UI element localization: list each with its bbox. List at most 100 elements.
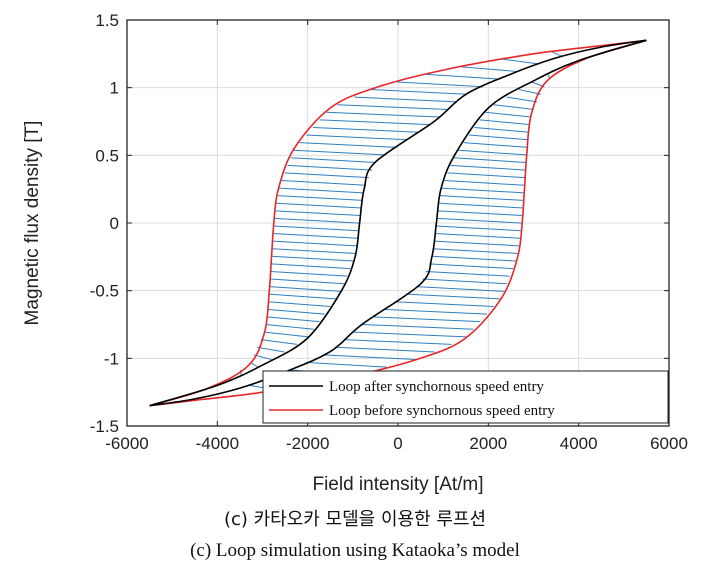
hatch-line xyxy=(435,225,522,232)
x-tick-label: -4000 xyxy=(196,434,239,453)
hatch-line xyxy=(485,111,532,118)
hatch-line xyxy=(371,89,467,95)
hatch-line xyxy=(273,233,358,239)
hatch-line xyxy=(268,301,331,307)
hatch-line xyxy=(468,134,529,141)
hatch-line xyxy=(266,316,320,323)
hatch-line xyxy=(290,157,376,164)
x-tick-label: 0 xyxy=(393,434,402,453)
hatch-line xyxy=(372,316,481,323)
hatch-line xyxy=(474,126,530,133)
hatch-line xyxy=(437,210,523,217)
hatch-line xyxy=(461,66,519,73)
hatch-line xyxy=(433,240,520,247)
x-tick-label: -2000 xyxy=(286,434,329,453)
hatch-line xyxy=(281,180,366,186)
y-tick-label: 0 xyxy=(110,214,119,233)
hatch-line xyxy=(322,354,416,361)
hatch-line xyxy=(274,217,360,224)
y-tick-label: 1 xyxy=(110,79,119,98)
hatch-line xyxy=(436,217,523,224)
hatch-line xyxy=(463,142,528,148)
hatch-line xyxy=(277,195,363,201)
hatch-line xyxy=(479,119,531,126)
x-tick-label: -6000 xyxy=(105,434,148,453)
tick-labels: -6000 -4000 -2000 0 2000 4000 6000 1.5 1 0.5 0 -0.5… xyxy=(90,11,688,453)
hatch-line xyxy=(493,104,534,110)
hatch-line xyxy=(287,164,373,171)
hatch-line xyxy=(272,248,356,254)
hatch-line xyxy=(518,89,541,95)
hatch-line xyxy=(434,233,521,239)
hatch-line xyxy=(271,263,351,270)
hatch-line xyxy=(441,187,525,194)
hatch-line xyxy=(278,187,364,194)
hatch-line xyxy=(299,142,397,148)
legend: Loop after synchornous speed entry Loop … xyxy=(262,370,669,424)
hatch-line xyxy=(352,331,467,338)
hatch-line xyxy=(270,278,345,285)
hatch-line xyxy=(306,361,387,368)
caption-korean: (c) 카타오카 모델을 이용한 루프션 xyxy=(223,509,487,530)
hatch-line xyxy=(335,346,435,353)
hatch-line xyxy=(268,293,336,300)
hatch-line xyxy=(453,157,527,164)
hatch-line xyxy=(344,339,452,345)
hatch-line xyxy=(270,270,348,277)
hatch-line xyxy=(269,286,342,292)
hatch-line xyxy=(551,51,563,57)
x-tick-label: 4000 xyxy=(560,434,598,453)
hatch-line xyxy=(271,255,354,262)
hatch-line xyxy=(426,73,500,80)
hatch-line xyxy=(273,225,359,232)
hatch-line xyxy=(276,202,362,209)
hatch-line xyxy=(275,210,361,217)
axis-ticks xyxy=(126,19,670,427)
loop-after-ascending-branch xyxy=(149,39,647,407)
hatch-line xyxy=(260,339,298,345)
loop-before-descending-branch xyxy=(149,39,647,407)
hatch-lines xyxy=(239,51,563,391)
hatch-line xyxy=(439,202,524,209)
x-tick-label: 2000 xyxy=(469,434,507,453)
hatch-line xyxy=(284,172,369,179)
hatch-line xyxy=(458,149,527,156)
hatch-line xyxy=(416,286,505,292)
y-axis-label: Magnetic flux density [T] xyxy=(22,121,43,326)
legend-entry-after: Loop after synchornous speed entry xyxy=(329,379,544,395)
y-tick-label: -1.5 xyxy=(90,417,119,436)
hatch-line xyxy=(428,263,514,270)
loop-after-descending-branch xyxy=(149,39,647,407)
hatch-line xyxy=(397,81,483,88)
x-axis-label: Field intensity [At/m] xyxy=(312,474,483,495)
hatch-line xyxy=(337,104,449,110)
hatch-line xyxy=(306,134,408,141)
hatch-line xyxy=(405,293,501,300)
y-tick-label: 1.5 xyxy=(95,11,119,30)
hatch-line xyxy=(361,324,474,330)
hatch-line xyxy=(326,111,440,118)
legend-entry-before: Loop before synchornous speed entry xyxy=(329,403,555,419)
caption-english: (c) Loop simulation using Kataoka’s mode… xyxy=(190,540,520,561)
hatch-line xyxy=(506,96,538,103)
y-tick-label: -1 xyxy=(104,349,119,368)
hatch-line xyxy=(265,324,315,330)
hatch-line xyxy=(264,331,309,338)
hatch-line xyxy=(503,58,540,65)
legend-box xyxy=(262,370,669,424)
x-tick-label: 6000 xyxy=(650,434,688,453)
hatch-line xyxy=(354,96,458,103)
hatch-line xyxy=(425,270,511,277)
hatch-line xyxy=(447,172,526,179)
hatch-line xyxy=(431,255,517,262)
hatch-line xyxy=(394,301,494,308)
hatch-line xyxy=(444,180,525,186)
y-tick-label: 0.5 xyxy=(95,146,119,165)
hatch-line xyxy=(319,119,430,126)
hatch-line xyxy=(257,346,285,353)
hatch-line xyxy=(432,248,519,254)
hatch-line xyxy=(267,308,325,315)
hatch-line xyxy=(383,308,488,315)
hatch-line xyxy=(440,195,524,201)
